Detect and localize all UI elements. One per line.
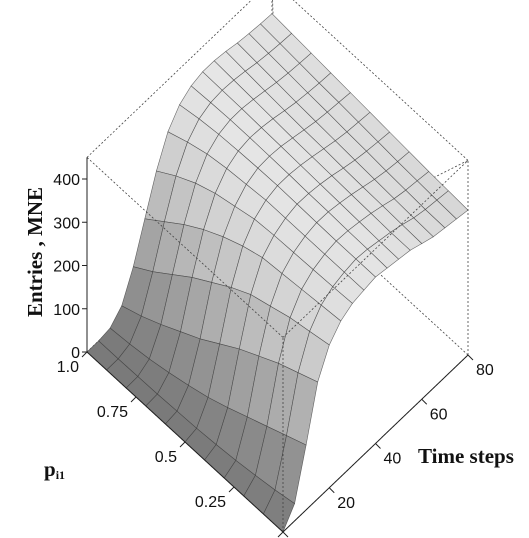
z-tick-label: 0 <box>71 345 80 362</box>
x-tick-label: 20 <box>337 495 355 512</box>
z-axis-title: Entries , MNE <box>23 187 47 317</box>
x-tick-label: 40 <box>384 451 402 468</box>
y-tick-label: 0.25 <box>195 494 226 511</box>
y-axis-title-main: p <box>44 457 56 481</box>
x-tick-label: 60 <box>430 406 448 423</box>
z-tick-label: 200 <box>53 259 80 276</box>
axis-ticks: 0204060801.00.750.50.250.00100200300400 <box>53 172 494 538</box>
box-edge <box>86 157 284 338</box>
x-tick-label: 80 <box>476 362 494 379</box>
surface-mesh <box>86 13 469 533</box>
z-tick-label: 100 <box>53 302 80 319</box>
x-tick-mark <box>282 531 289 538</box>
x-tick-mark <box>375 443 381 449</box>
y-axis-title-sub: i1 <box>56 468 65 482</box>
y-tick-label: 0.5 <box>155 449 177 466</box>
box-edge <box>86 0 253 158</box>
x-tick-mark <box>328 487 335 494</box>
y-tick-mark <box>228 486 235 493</box>
z-tick-label: 400 <box>53 172 80 189</box>
y-tick-mark <box>179 441 186 448</box>
y-tick-label: 1.0 <box>57 359 79 376</box>
x-tick-mark <box>421 398 428 405</box>
y-tick-mark <box>130 396 137 403</box>
y-axis-title: pi1 <box>44 457 65 482</box>
y-tick-mark <box>81 351 88 358</box>
y-tick-label: 0.75 <box>97 404 128 421</box>
x-axis-title: Time steps <box>418 444 514 468</box>
box-edge <box>282 160 469 338</box>
z-tick-label: 300 <box>53 215 80 232</box>
box-edge <box>292 0 469 161</box>
x-tick-mark <box>467 354 474 361</box>
y-tick-mark <box>277 531 284 538</box>
